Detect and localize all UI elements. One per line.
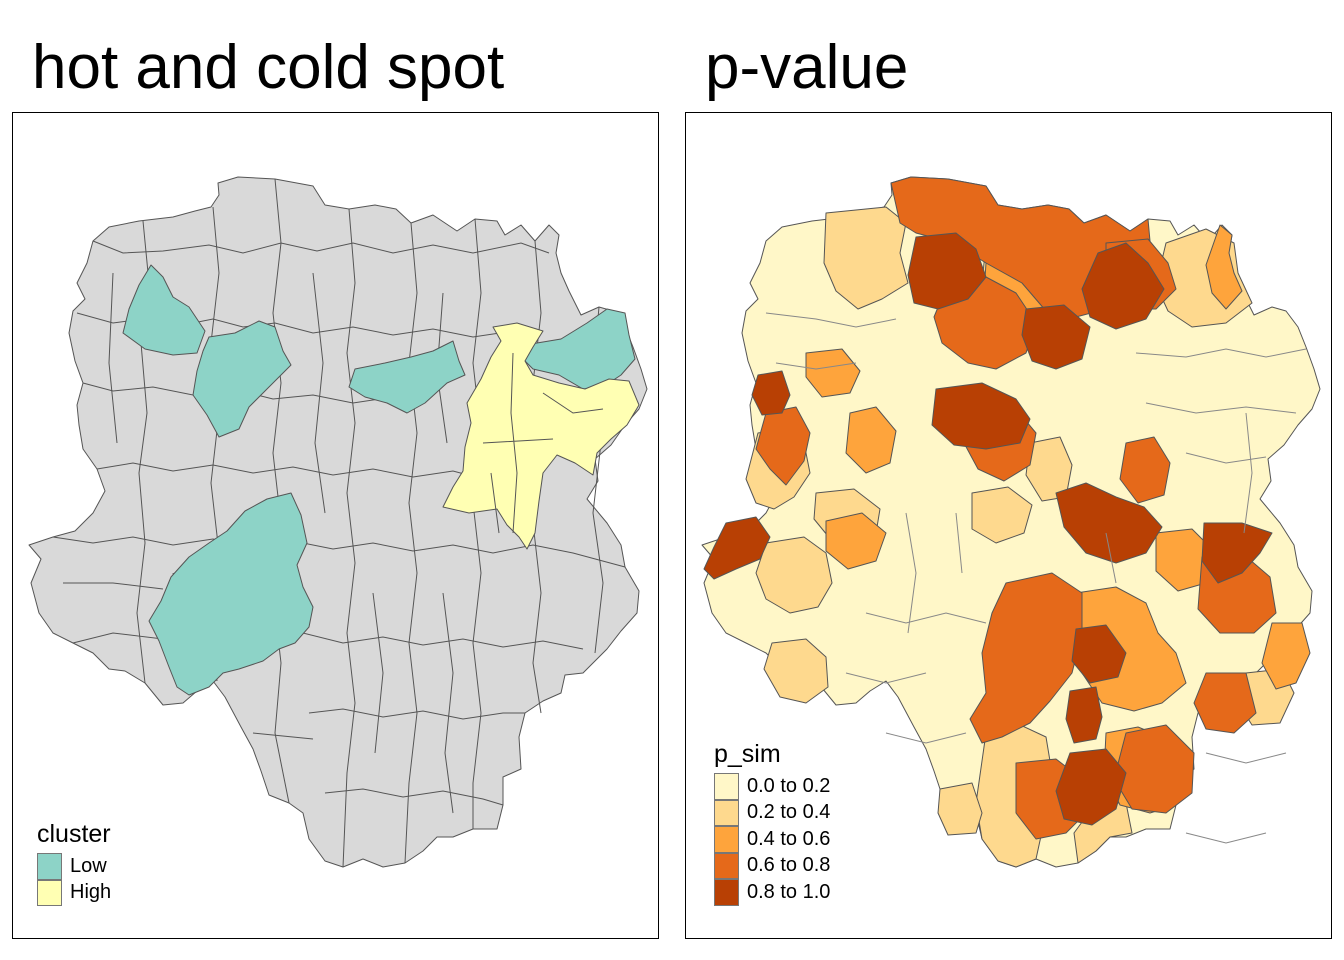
legend-label: 0.4 to 0.6 bbox=[747, 827, 831, 850]
low-region-ne bbox=[520, 308, 636, 390]
legend-item: 0.2 to 0.4 bbox=[714, 799, 831, 826]
low-region-southwest bbox=[148, 492, 314, 696]
high-cluster-regions bbox=[442, 322, 640, 550]
legend-title: p_sim bbox=[714, 740, 781, 768]
legend-label: High bbox=[70, 881, 112, 904]
region-p-02-04 bbox=[823, 206, 909, 310]
legend-swatch bbox=[714, 773, 739, 800]
region-p-08-10 bbox=[1055, 482, 1163, 564]
region-p-02-04 bbox=[971, 486, 1033, 544]
legend-title: cluster bbox=[37, 820, 111, 848]
region-p-08-10 bbox=[751, 370, 791, 416]
low-cluster-regions bbox=[122, 264, 636, 696]
cluster-legend: cluster Low High bbox=[37, 819, 111, 906]
region-p-02-04 bbox=[763, 638, 829, 704]
legend-label: 0.0 to 0.2 bbox=[747, 774, 831, 797]
region-p-08-10 bbox=[1055, 748, 1127, 826]
region-p-02-04 bbox=[937, 782, 983, 836]
legend-item: 0.8 to 1.0 bbox=[714, 879, 830, 906]
low-region-nw bbox=[122, 264, 206, 356]
region-p-04-06 bbox=[845, 406, 897, 474]
right-panel-title: p-value bbox=[705, 33, 909, 102]
hot-cold-spot-map: cluster Low High bbox=[12, 112, 659, 939]
region-p-04-06 bbox=[1205, 224, 1243, 310]
region-p-08-10 bbox=[703, 516, 771, 580]
legend-item: Low bbox=[37, 853, 111, 880]
legend-item: 0.0 to 0.2 bbox=[714, 773, 830, 800]
legend-item: High bbox=[37, 879, 112, 906]
legend-swatch bbox=[714, 826, 739, 853]
region-p-08-10 bbox=[1065, 686, 1103, 744]
legend-swatch bbox=[37, 879, 62, 906]
left-panel-title: hot and cold spot bbox=[32, 33, 505, 102]
legend-swatch bbox=[714, 879, 739, 906]
p-value-regions bbox=[703, 176, 1311, 868]
region-p-08-10 bbox=[1081, 242, 1165, 330]
province-outline bbox=[28, 176, 648, 868]
region-p-06-08 bbox=[755, 406, 811, 486]
region-p-08-10 bbox=[1201, 522, 1273, 584]
region-p-02-04 bbox=[755, 536, 833, 614]
region-p-06-08 bbox=[1119, 436, 1171, 504]
region-p-08-10 bbox=[931, 382, 1031, 450]
legend-item: 0.6 to 0.8 bbox=[714, 852, 831, 879]
county-boundaries bbox=[765, 312, 1307, 844]
p-value-map: p_sim 0.0 to 0.2 0.2 to 0.4 0.4 to 0.6 0… bbox=[685, 112, 1332, 939]
legend-swatch bbox=[37, 853, 62, 880]
region-p-04-06 bbox=[805, 348, 861, 398]
region-p-08-10 bbox=[907, 232, 987, 310]
high-region-east bbox=[442, 322, 640, 550]
p-value-map-svg bbox=[701, 176, 1321, 868]
region-p-04-06 bbox=[1261, 622, 1311, 690]
legend-swatch bbox=[714, 852, 739, 879]
region-p-06-08 bbox=[1193, 672, 1257, 734]
legend-label: 0.6 to 0.8 bbox=[747, 854, 831, 877]
region-p-08-10 bbox=[1021, 304, 1091, 370]
region-p-08-10 bbox=[1071, 624, 1127, 684]
p-sim-legend: p_sim 0.0 to 0.2 0.2 to 0.4 0.4 to 0.6 0… bbox=[714, 739, 830, 906]
legend-swatch bbox=[714, 799, 739, 826]
legend-label: 0.2 to 0.4 bbox=[747, 801, 831, 824]
low-region-west-central bbox=[192, 320, 292, 438]
low-region-central bbox=[348, 340, 466, 414]
hot-cold-spot-map-svg bbox=[28, 176, 648, 868]
high-region-internal-lines bbox=[482, 352, 604, 534]
legend-label: 0.8 to 1.0 bbox=[747, 880, 831, 903]
region-p-04-06 bbox=[825, 512, 887, 570]
region-p-06-08 bbox=[969, 572, 1083, 744]
legend-item: 0.4 to 0.6 bbox=[714, 826, 830, 853]
legend-label: Low bbox=[70, 854, 107, 877]
